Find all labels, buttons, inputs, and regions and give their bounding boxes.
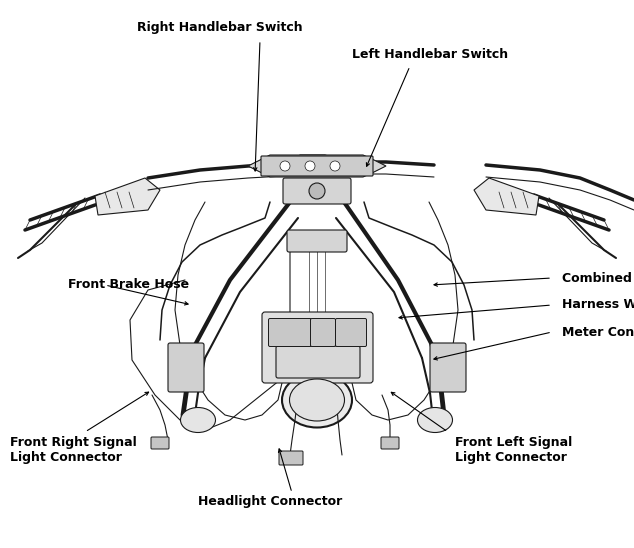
Text: Left Handlebar Switch: Left Handlebar Switch [352,49,508,61]
Text: Front Left Signal
Light Connector: Front Left Signal Light Connector [455,436,573,464]
Polygon shape [290,155,340,172]
Circle shape [305,161,315,171]
Text: Combined Brake Hose: Combined Brake Hose [562,271,634,284]
Circle shape [309,183,325,199]
Polygon shape [95,178,160,215]
Ellipse shape [181,408,216,432]
Text: Meter Connector: Meter Connector [562,326,634,339]
Circle shape [280,161,290,171]
FancyBboxPatch shape [335,318,366,346]
Text: Headlight Connector: Headlight Connector [198,495,342,509]
Ellipse shape [290,379,344,421]
FancyBboxPatch shape [276,346,360,378]
Polygon shape [474,178,539,215]
FancyBboxPatch shape [279,451,303,465]
FancyBboxPatch shape [168,343,204,392]
Ellipse shape [282,373,352,427]
FancyBboxPatch shape [269,318,311,346]
FancyBboxPatch shape [283,178,351,204]
Text: Harness Wire: Harness Wire [562,299,634,311]
FancyBboxPatch shape [262,312,373,383]
FancyBboxPatch shape [151,437,169,449]
FancyBboxPatch shape [430,343,466,392]
Text: Right Handlebar Switch: Right Handlebar Switch [137,21,303,35]
Circle shape [330,161,340,171]
Text: Front Right Signal
Light Connector: Front Right Signal Light Connector [10,436,137,464]
Text: Front Brake Hose: Front Brake Hose [68,278,189,292]
FancyBboxPatch shape [381,437,399,449]
FancyBboxPatch shape [311,318,335,346]
FancyBboxPatch shape [261,156,373,176]
FancyBboxPatch shape [287,230,347,252]
Polygon shape [248,155,386,177]
Ellipse shape [418,408,453,432]
